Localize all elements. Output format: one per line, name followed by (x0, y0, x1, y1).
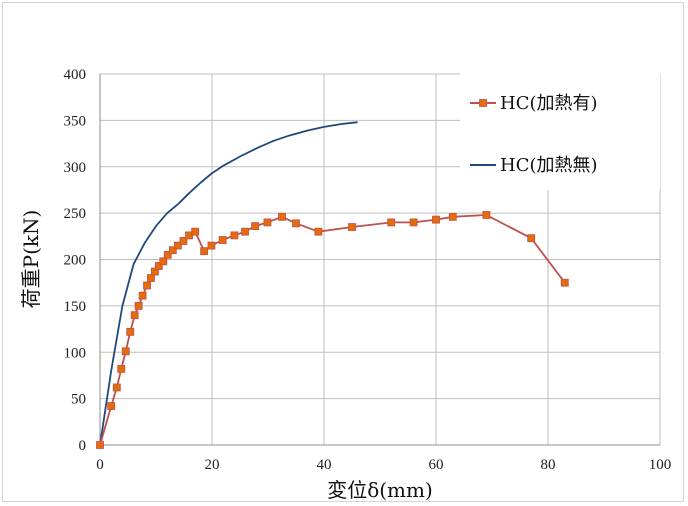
data-point-marker (241, 227, 249, 236)
legend-marker-heated (479, 99, 487, 107)
series-line-1 (99, 121, 358, 446)
data-point-marker (96, 441, 104, 449)
y-axis-title: 荷重P(kN) (19, 210, 43, 309)
data-point-marker (134, 301, 143, 310)
data-point-marker (560, 278, 569, 287)
data-point-marker (409, 218, 418, 227)
data-point-marker (117, 365, 126, 373)
data-point-marker (150, 267, 159, 276)
data-point-marker (278, 212, 286, 221)
data-point-marker (130, 311, 139, 320)
data-point-marker (121, 347, 130, 356)
data-point-marker (314, 227, 323, 236)
data-point-marker (107, 402, 116, 410)
data-point-marker (159, 257, 168, 266)
x-tick-label: 40 (317, 457, 332, 473)
y-tick-label: 400 (64, 67, 87, 83)
data-point-marker (292, 219, 300, 228)
data-point-marker (230, 231, 239, 240)
data-point-marker (263, 218, 272, 227)
data-point-marker (207, 241, 216, 250)
data-point-marker (191, 227, 200, 236)
y-tick-label: 300 (64, 160, 87, 176)
grid-lines (100, 73, 661, 445)
x-axis-title: 変位δ(mm) (327, 478, 433, 502)
y-tick-label: 0 (79, 438, 87, 454)
y-tick-label: 100 (64, 345, 87, 361)
x-tick-label: 100 (649, 457, 672, 473)
data-point-marker (154, 262, 163, 270)
data-point-marker (168, 246, 177, 255)
data-point-marker (126, 327, 135, 336)
legend-entry-unheated: HC(加熱無) (470, 155, 598, 176)
legend-box (460, 72, 660, 190)
data-point-marker (251, 222, 260, 231)
x-tick-label: 0 (96, 457, 104, 473)
data-point-marker (173, 241, 182, 250)
legend-label-unheated: HC(加熱無) (500, 155, 598, 176)
data-point-marker (348, 223, 356, 231)
x-tick-label: 60 (429, 457, 444, 473)
data-point-marker (432, 215, 440, 224)
y-tick-label: 200 (64, 253, 87, 269)
data-point-marker (143, 281, 151, 290)
x-tick-label: 80 (541, 457, 556, 473)
data-point-marker (200, 247, 209, 256)
data-point-marker (112, 383, 121, 392)
legend-label-heated: HC(加熱有) (500, 93, 598, 114)
data-point-marker (163, 250, 172, 259)
data-point-marker (179, 237, 188, 245)
data-point-marker (218, 236, 227, 244)
y-tick-label: 350 (64, 113, 87, 129)
y-tick-label: 150 (64, 299, 87, 315)
data-point-marker (147, 274, 155, 282)
legend-entry-heated: HC(加熱有) (470, 93, 598, 114)
data-point-marker (138, 291, 147, 300)
y-tick-label: 250 (64, 206, 87, 222)
tick-labels: 0 20 40 60 80 100 0 50 100 150 200 250 300 350 400 (64, 67, 672, 473)
y-tick-label: 50 (71, 392, 86, 408)
axes (99, 74, 660, 446)
data-point-marker (527, 234, 536, 243)
data-point-marker (482, 211, 491, 219)
data-point-marker (448, 212, 457, 221)
series-layer (96, 121, 569, 449)
data-point-marker (387, 218, 396, 227)
x-tick-label: 20 (205, 457, 220, 473)
